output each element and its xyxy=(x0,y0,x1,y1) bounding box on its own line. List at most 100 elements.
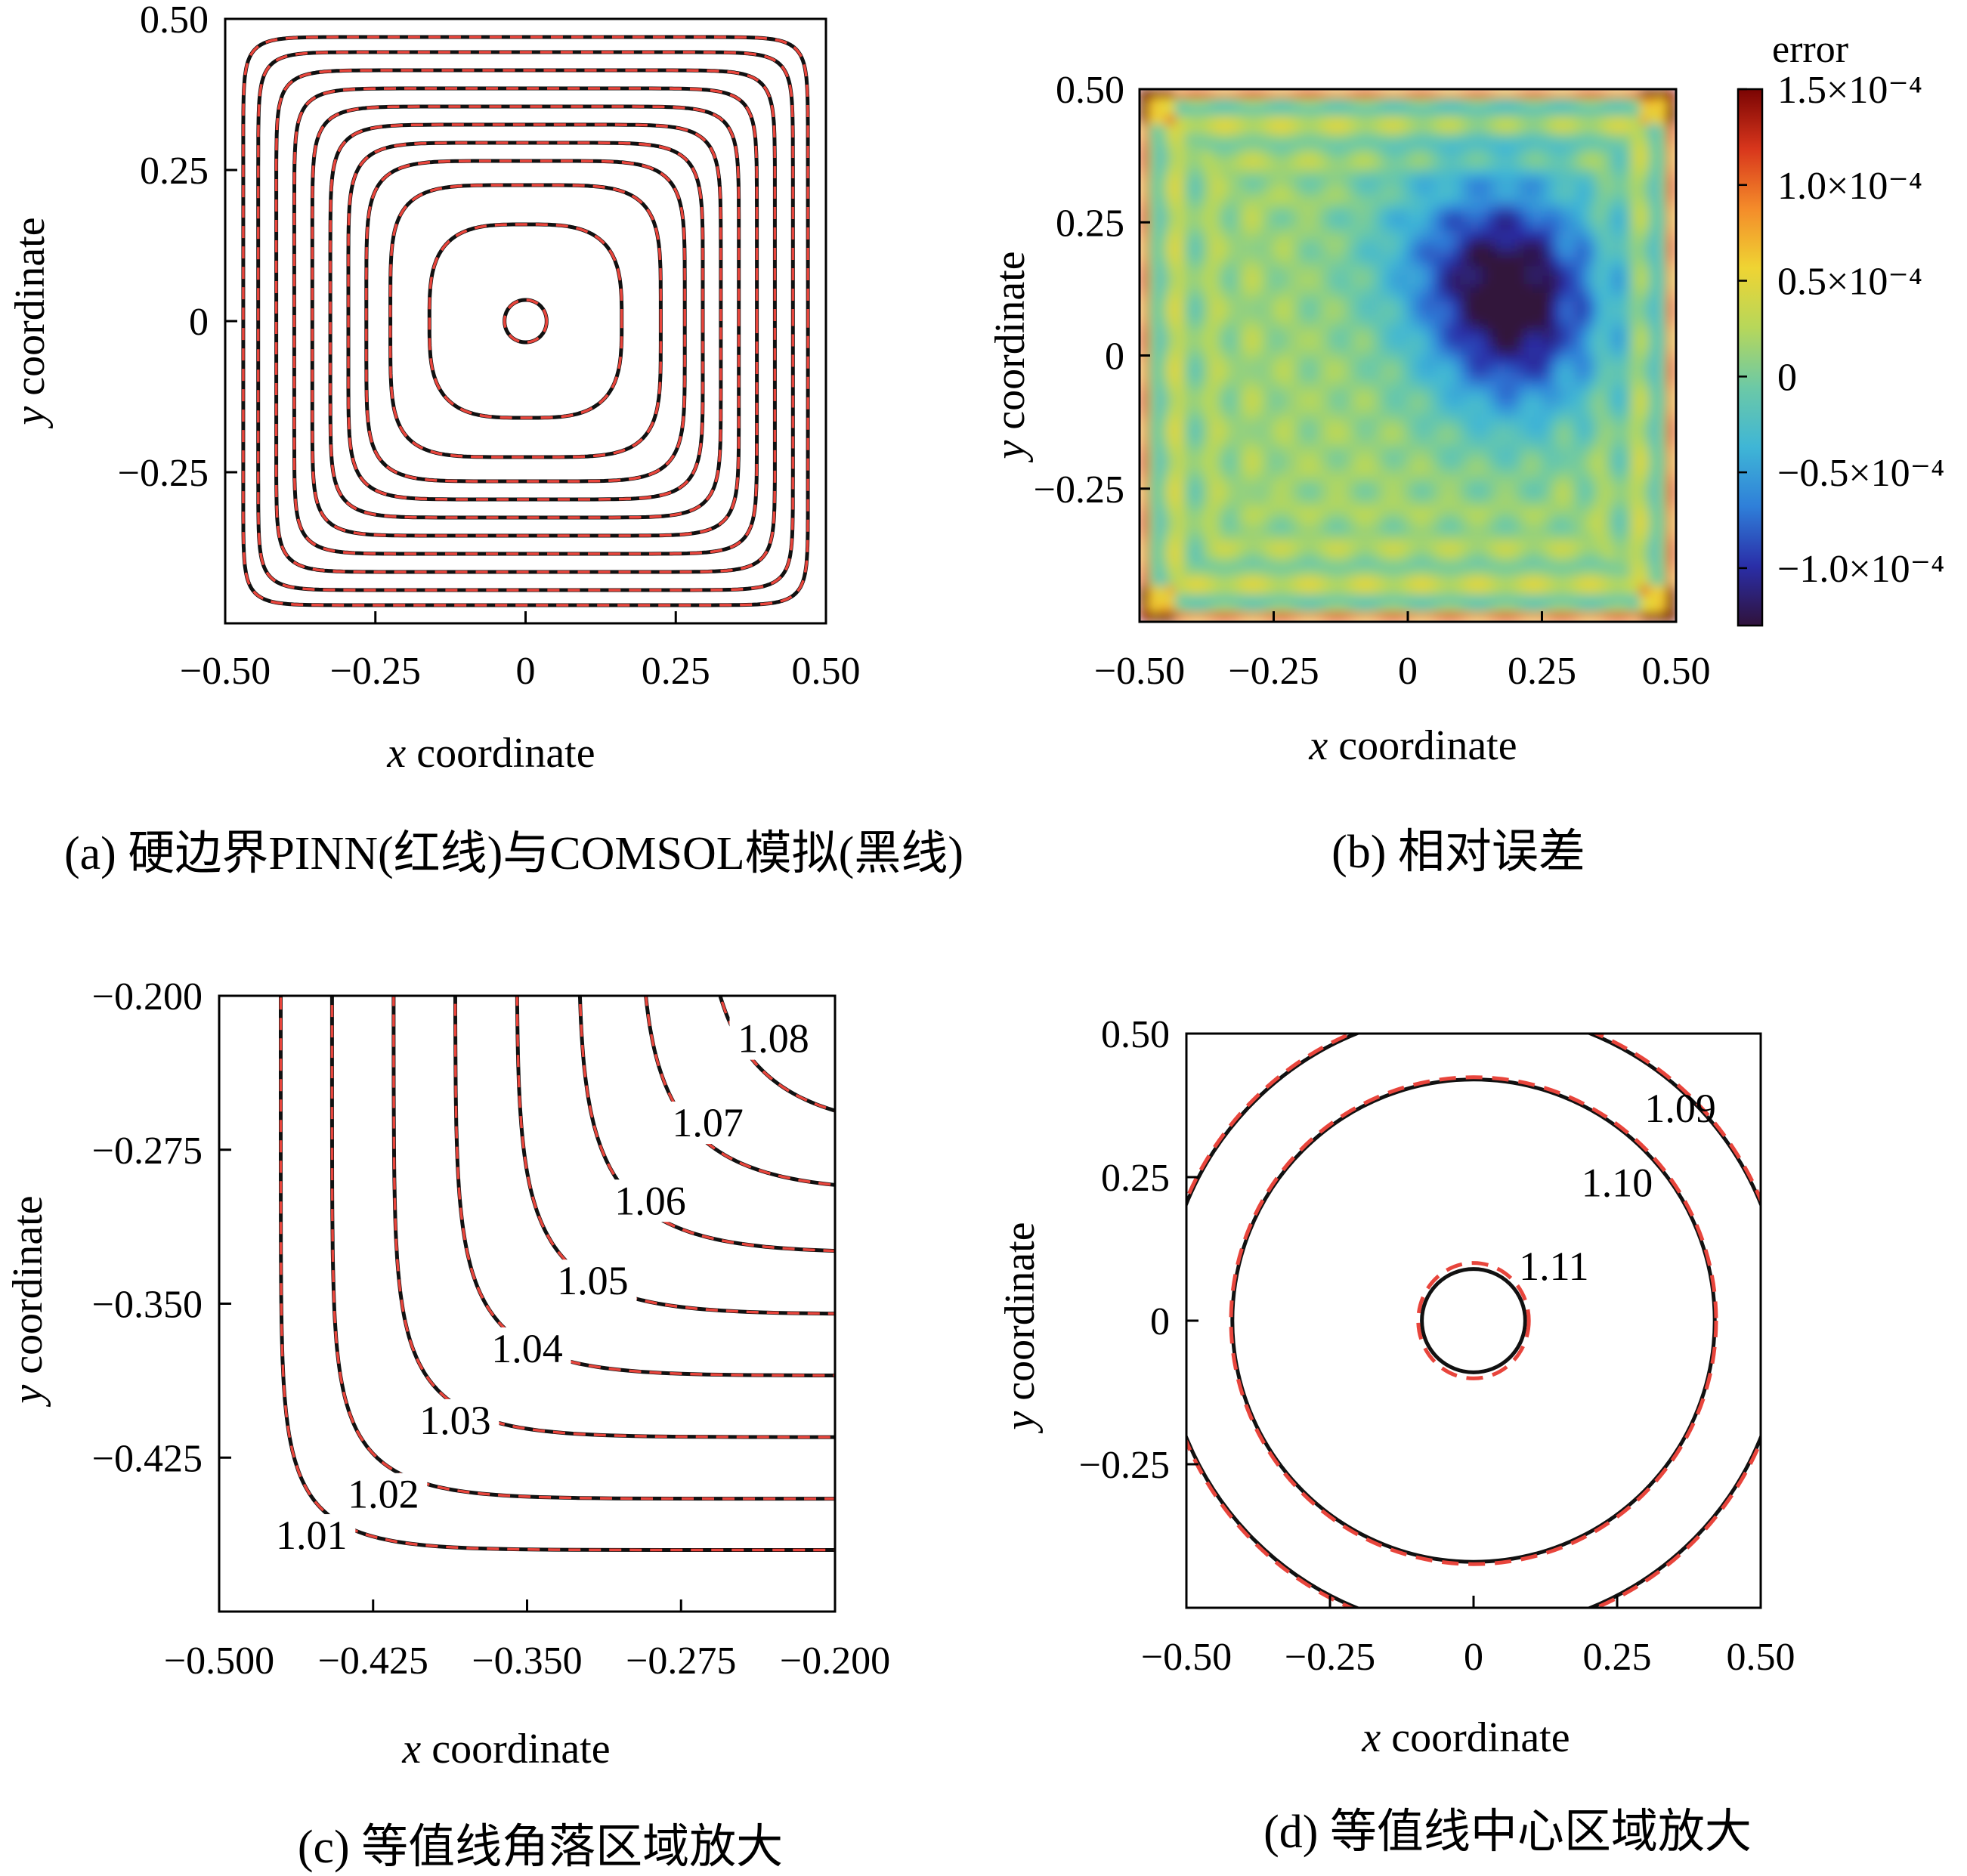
heatmap-cell xyxy=(1640,89,1650,99)
heatmap-cell xyxy=(1604,417,1614,428)
heatmap-cell xyxy=(1496,133,1507,144)
heatmap-cell xyxy=(1192,612,1203,622)
heatmap-cell xyxy=(1335,363,1346,374)
heatmap-cell xyxy=(1577,355,1588,365)
heatmap-cell xyxy=(1273,204,1283,215)
heatmap-cell xyxy=(1157,284,1167,294)
heatmap-cell xyxy=(1640,275,1650,286)
heatmap-cell xyxy=(1532,453,1542,463)
heatmap-cell xyxy=(1559,434,1570,445)
heatmap-cell xyxy=(1140,142,1149,152)
heatmap-cell xyxy=(1353,515,1364,525)
heatmap-cell xyxy=(1166,275,1176,286)
heatmap-cell xyxy=(1595,604,1605,613)
heatmap-cell xyxy=(1666,479,1676,490)
heatmap-cell xyxy=(1666,559,1676,570)
heatmap-cell xyxy=(1488,142,1498,152)
heatmap-cell xyxy=(1192,497,1203,507)
heatmap-cell xyxy=(1488,301,1498,312)
heatmap-cell xyxy=(1604,230,1614,241)
heatmap-cell xyxy=(1532,257,1542,267)
heatmap-cell xyxy=(1291,89,1301,99)
heatmap-cell xyxy=(1300,178,1310,187)
heatmap-cell xyxy=(1335,444,1346,454)
heatmap-cell xyxy=(1362,541,1373,552)
heatmap-cell xyxy=(1228,550,1239,561)
heatmap-cell xyxy=(1381,292,1390,303)
heatmap-cell xyxy=(1542,213,1551,223)
heatmap-cell xyxy=(1542,311,1551,321)
heatmap-cell xyxy=(1479,257,1489,267)
heatmap-cell xyxy=(1416,249,1427,258)
heatmap-cell xyxy=(1631,559,1641,570)
heatmap-cell xyxy=(1559,97,1570,108)
heatmap-cell xyxy=(1353,213,1364,223)
heatmap-cell xyxy=(1586,505,1596,516)
heatmap-cell xyxy=(1542,497,1551,507)
heatmap-cell xyxy=(1550,168,1560,179)
contour-line-pinn xyxy=(347,141,704,501)
heatmap-cell xyxy=(1416,462,1427,471)
heatmap-cell xyxy=(1166,444,1176,454)
heatmap-cell xyxy=(1488,186,1498,196)
heatmap-cell xyxy=(1523,311,1534,321)
heatmap-cell xyxy=(1461,586,1471,596)
heatmap-cell xyxy=(1479,541,1489,552)
heatmap-cell xyxy=(1542,434,1551,445)
heatmap-cell xyxy=(1273,372,1283,383)
heatmap-cell xyxy=(1148,301,1158,312)
heatmap-cell xyxy=(1362,488,1373,499)
heatmap-cell xyxy=(1434,515,1444,525)
heatmap-cell xyxy=(1300,426,1310,436)
heatmap-cell xyxy=(1228,399,1239,410)
heatmap-cell xyxy=(1192,417,1203,428)
heatmap-cell xyxy=(1282,576,1292,587)
heatmap-cell xyxy=(1300,266,1310,277)
heatmap-cell xyxy=(1157,275,1167,286)
heatmap-cell xyxy=(1443,488,1453,499)
heatmap-cell xyxy=(1282,604,1292,613)
heatmap-cell xyxy=(1550,604,1560,613)
heatmap-cell xyxy=(1532,204,1542,215)
heatmap-cell xyxy=(1255,213,1266,223)
heatmap-cell xyxy=(1140,266,1149,277)
heatmap-cell xyxy=(1157,541,1167,552)
heatmap-cell xyxy=(1470,275,1480,286)
heatmap-cell xyxy=(1166,515,1176,525)
heatmap-cell xyxy=(1174,453,1185,463)
heatmap-cell xyxy=(1461,107,1471,116)
heatmap-cell xyxy=(1613,275,1623,286)
heatmap-cell xyxy=(1505,559,1516,570)
heatmap-cell xyxy=(1183,550,1194,561)
heatmap-cell xyxy=(1577,186,1588,196)
heatmap-cell xyxy=(1425,550,1435,561)
heatmap-cell xyxy=(1220,257,1229,267)
heatmap-cell xyxy=(1443,550,1453,561)
heatmap-cell xyxy=(1631,275,1641,286)
heatmap-cell xyxy=(1148,97,1158,108)
y-tick-label: 0.50 xyxy=(1056,69,1124,112)
heatmap-cell xyxy=(1577,195,1588,206)
heatmap-cell xyxy=(1631,604,1641,613)
heatmap-cell xyxy=(1631,355,1641,365)
heatmap-cell xyxy=(1237,159,1248,170)
heatmap-cell xyxy=(1282,363,1292,374)
heatmap-cell xyxy=(1237,533,1248,542)
heatmap-cell xyxy=(1470,515,1480,525)
heatmap-cell xyxy=(1479,355,1489,365)
heatmap-cell xyxy=(1505,462,1516,471)
heatmap-cell xyxy=(1174,311,1185,321)
heatmap-cell xyxy=(1568,363,1579,374)
heatmap-cell xyxy=(1443,142,1453,152)
heatmap-cell xyxy=(1309,168,1319,179)
heatmap-cell xyxy=(1425,399,1435,410)
heatmap-cell xyxy=(1649,462,1659,471)
heatmap-cell xyxy=(1246,524,1257,534)
heatmap-cell xyxy=(1381,550,1390,561)
heatmap-cell xyxy=(1595,444,1605,454)
heatmap-cell xyxy=(1666,372,1676,383)
heatmap-cell xyxy=(1282,142,1292,152)
heatmap-cell xyxy=(1183,292,1194,303)
heatmap-cell xyxy=(1228,559,1239,570)
heatmap-cell xyxy=(1505,150,1516,161)
